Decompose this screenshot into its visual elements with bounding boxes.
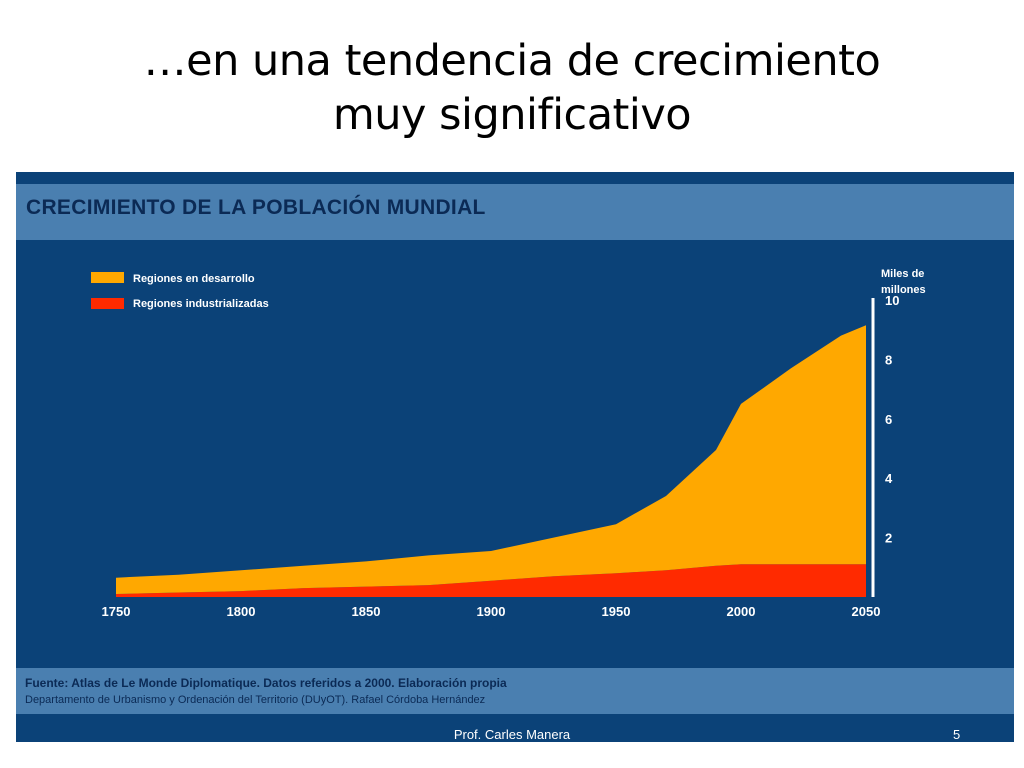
legend-swatch-developing (91, 272, 124, 283)
source-text-line-1: Fuente: Atlas de Le Monde Diplomatique. … (25, 676, 507, 690)
y-tick-label: 8 (885, 352, 892, 367)
x-tick-label: 2000 (727, 604, 756, 619)
x-tick-label: 1850 (352, 604, 381, 619)
x-axis-ticks: 1750 1800 1850 1900 1950 2000 2050 (102, 604, 881, 619)
x-tick-label: 2050 (852, 604, 881, 619)
chart-header-band (16, 184, 1014, 240)
legend-label-developing: Regiones en desarrollo (133, 273, 255, 285)
x-tick-label: 1900 (477, 604, 506, 619)
y-tick-label: 10 (885, 293, 899, 308)
source-footer: Fuente: Atlas de Le Monde Diplomatique. … (16, 668, 1014, 714)
area-series-group (116, 325, 866, 597)
area-series-developing (116, 325, 866, 594)
slide-author: Prof. Carles Manera (453, 727, 571, 742)
legend-label-industrialized: Regiones industrializadas (133, 298, 269, 310)
legend-swatch-industrialized (91, 298, 124, 309)
x-tick-label: 1800 (227, 604, 256, 619)
source-text-line-2: Departamento de Urbanismo y Ordenación d… (25, 694, 486, 706)
y-tick-label: 2 (885, 531, 892, 546)
x-tick-label: 1950 (602, 604, 631, 619)
y-axis-unit-line-2: millones (881, 284, 926, 296)
slide-title-line-1: …en una tendencia de crecimiento (143, 36, 881, 86)
y-axis-unit-line-1: Miles de (881, 268, 924, 280)
chart-panel: CRECIMIENTO DE LA POBLACIÓN MUNDIAL 2 4 6 8… (16, 172, 1014, 742)
x-tick-label: 1750 (102, 604, 131, 619)
slide-title-line-2: muy significativo (332, 90, 692, 140)
legend: Regiones en desarrollo Regiones industri… (91, 272, 269, 310)
area-series-industrialized (116, 564, 866, 597)
population-area-chart: 2 4 6 8 10 1750 1800 1850 1900 1950 2000 2050 Regi… (91, 268, 926, 619)
chart-title: CRECIMIENTO DE LA POBLACIÓN MUNDIAL (26, 196, 486, 219)
slide-title: …en una tendencia de crecimiento muy sig… (0, 34, 1024, 142)
y-tick-label: 6 (885, 412, 892, 427)
y-tick-label: 4 (885, 471, 893, 486)
slide-number: 5 (953, 727, 961, 742)
y-axis-ticks: 2 4 6 8 10 (885, 293, 899, 546)
